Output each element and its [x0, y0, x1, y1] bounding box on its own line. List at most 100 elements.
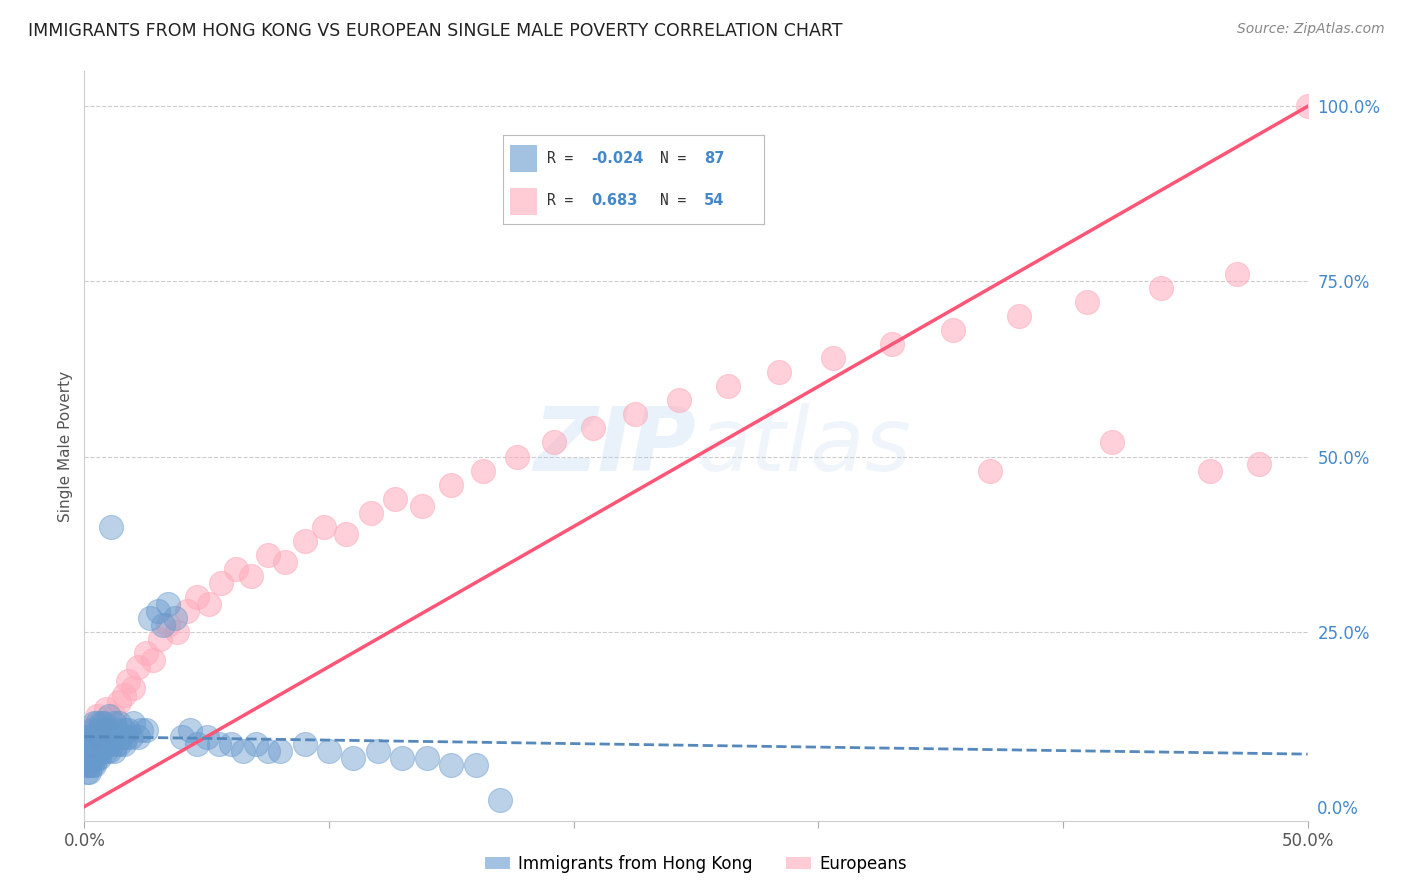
Point [257, 743, 280, 757]
Point [100, 519, 122, 533]
Point [90, 715, 112, 730]
Point [115, 730, 138, 744]
Point [219, 737, 242, 751]
Point [1008, 310, 1031, 324]
Point [391, 750, 413, 764]
Point [209, 575, 232, 590]
Point [80, 757, 103, 772]
Point [122, 681, 145, 695]
Point [87, 737, 110, 751]
Point [93, 715, 115, 730]
Point [120, 730, 142, 744]
Point [232, 743, 254, 757]
Point [93, 730, 115, 744]
Point [96, 737, 118, 751]
Point [135, 646, 157, 660]
Point [112, 723, 135, 737]
Point [97, 743, 120, 757]
Point [112, 688, 135, 702]
Text: N =: N = [659, 193, 695, 208]
Point [117, 723, 139, 737]
Text: 54: 54 [704, 193, 724, 208]
Point [314, 519, 336, 533]
Point [1226, 268, 1249, 282]
Point [76, 750, 98, 764]
Point [163, 610, 186, 624]
Point [942, 323, 965, 337]
Point [75, 730, 97, 744]
Point [440, 757, 463, 772]
Point [135, 723, 157, 737]
Point [384, 491, 406, 506]
Point [472, 463, 495, 477]
Point [83, 750, 105, 764]
Point [342, 750, 364, 764]
Point [360, 506, 382, 520]
Point [86, 737, 108, 751]
Point [768, 366, 790, 380]
Point [76, 757, 98, 772]
Point [257, 548, 280, 562]
Point [107, 715, 129, 730]
Text: 0.683: 0.683 [592, 193, 638, 208]
Point [411, 499, 433, 513]
Point [1296, 99, 1319, 113]
Point [107, 695, 129, 709]
Point [77, 757, 100, 772]
Point [76, 737, 98, 751]
Text: N =: N = [659, 151, 695, 166]
Point [80, 723, 103, 737]
Point [83, 730, 105, 744]
Text: atlas: atlas [696, 403, 911, 489]
Point [76, 757, 98, 772]
Point [80, 750, 103, 764]
Point [979, 463, 1001, 477]
Point [717, 379, 740, 393]
Point [87, 730, 110, 744]
Point [96, 743, 118, 757]
Point [239, 568, 262, 582]
Point [110, 730, 132, 744]
Point [83, 743, 105, 757]
Point [77, 764, 100, 779]
Point [87, 743, 110, 757]
Point [96, 723, 118, 737]
Point [166, 624, 188, 639]
Point [318, 743, 340, 757]
Point [86, 730, 108, 744]
Point [77, 750, 100, 764]
Point [77, 743, 100, 757]
Point [80, 723, 103, 737]
Point [139, 610, 162, 624]
Point [97, 723, 120, 737]
Point [90, 730, 112, 744]
Point [80, 743, 103, 757]
Point [245, 737, 267, 751]
Text: IMMIGRANTS FROM HONG KONG VS EUROPEAN SINGLE MALE POVERTY CORRELATION CHART: IMMIGRANTS FROM HONG KONG VS EUROPEAN SI… [28, 22, 842, 40]
Point [142, 652, 165, 666]
Text: ZIP: ZIP [533, 402, 696, 490]
Point [86, 743, 108, 757]
Point [90, 743, 112, 757]
Point [464, 757, 486, 772]
Point [103, 708, 125, 723]
Point [80, 737, 103, 751]
Point [90, 737, 112, 751]
Point [83, 757, 105, 772]
Point [86, 750, 108, 764]
Text: 87: 87 [704, 151, 724, 166]
Point [86, 715, 108, 730]
Point [506, 450, 529, 464]
Point [100, 730, 122, 744]
Point [107, 737, 129, 751]
Point [668, 393, 690, 408]
Point [103, 715, 125, 730]
Point [294, 737, 316, 751]
Point [543, 435, 565, 450]
Point [489, 792, 512, 806]
Point [97, 708, 120, 723]
Point [90, 715, 112, 730]
Text: R =: R = [547, 151, 582, 166]
Point [440, 477, 463, 491]
Point [129, 723, 152, 737]
